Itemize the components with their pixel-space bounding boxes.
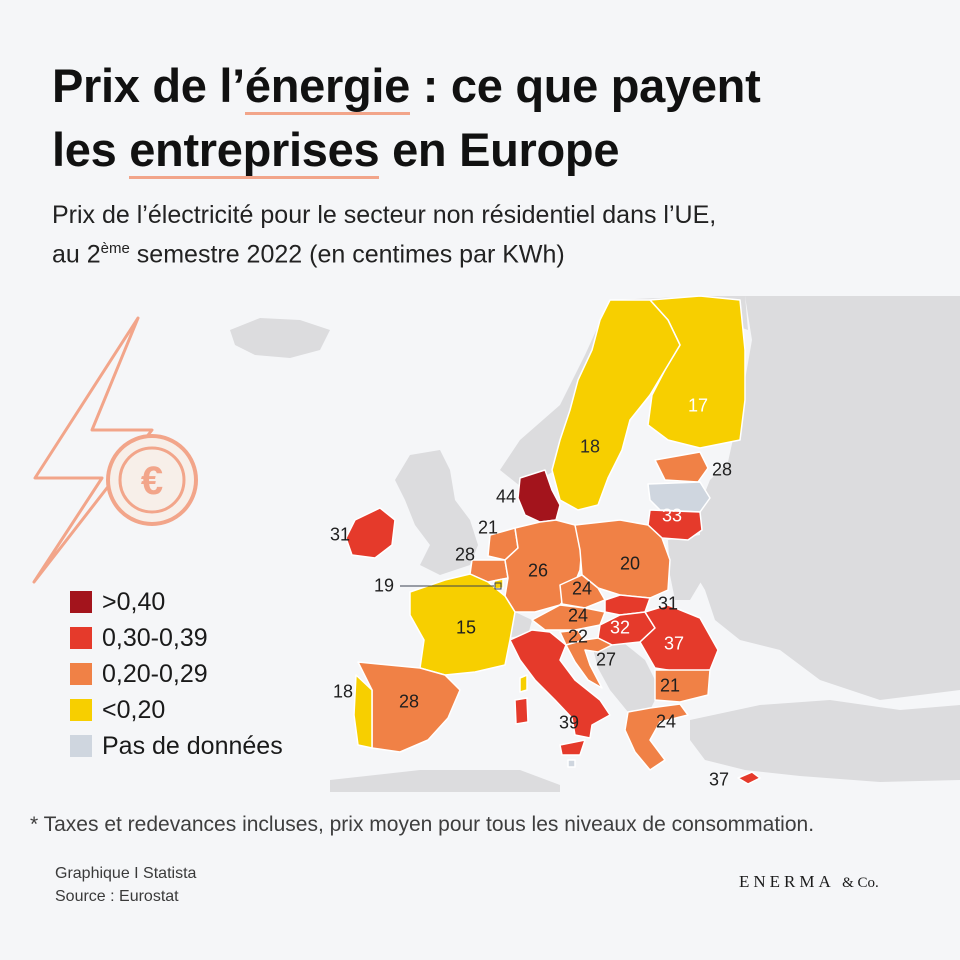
label-poland: 20 [619,553,641,574]
label-estonia: 28 [711,459,733,480]
label-spain: 28 [398,691,420,712]
legend-item: 0,30-0,39 [70,620,283,656]
legend-item: Pas de données [70,728,283,764]
legend-swatch [70,591,92,613]
title-highlight-energie: énergie [244,59,410,115]
page-subtitle: Prix de l’électricité pour le secteur no… [52,201,717,269]
label-czechia: 24 [571,578,593,599]
label-slovakia: 31 [657,593,679,614]
luxembourg-marker [494,582,502,590]
label-slovenia: 22 [567,626,589,647]
credit: Graphique I Statista Source : Eurostat [55,862,196,908]
country-italy [509,629,611,739]
country-france-corsica [519,674,528,693]
label-hungary: 32 [609,617,631,638]
label-cyprus: 37 [708,769,730,790]
country-malta [567,759,576,768]
legend-swatch [70,699,92,721]
country-france [409,573,516,676]
legend-label: <0,20 [102,695,166,724]
country-ireland [345,507,396,559]
label-finland: 17 [687,395,709,416]
title-highlight-entreprises: entreprises [129,123,380,179]
legend-item: 0,20-0,29 [70,656,283,692]
label-romania: 37 [663,633,685,654]
label-greece: 24 [655,711,677,732]
label-lithuania: 33 [661,505,683,526]
label-austria: 24 [567,605,589,626]
label-sweden: 18 [579,436,601,457]
legend-label: Pas de données [102,731,283,760]
country-italy-sardinia [514,697,529,725]
legend-label: 0,20-0,29 [102,659,208,688]
legend-label: >0,40 [102,587,166,616]
label-bulgaria: 21 [659,675,681,696]
label-denmark: 44 [495,486,517,507]
country-italy-sicily [559,739,586,756]
label-croatia: 27 [595,649,617,670]
legend-swatch [70,663,92,685]
page-title: Prix de l’énergie : ce que payent les en… [52,54,932,182]
svg-text:€: € [141,459,163,503]
brand-logo: ENERMA & Co. [739,872,879,892]
europe-map: € 17 18 28 33 44 31 21 28 19 26 20 24 31… [0,292,960,792]
country-cyprus [737,771,761,785]
legend-item: >0,40 [70,584,283,620]
country-croatia [565,637,613,689]
label-belgium: 28 [454,544,476,565]
country-sweden [551,299,681,511]
country-estonia [654,451,709,483]
country-austria [531,604,606,631]
label-portugal: 18 [332,681,354,702]
lightning-euro-icon: € [32,316,198,584]
brand-suffix: & Co. [842,875,879,891]
country-portugal [353,674,373,749]
label-luxembourg: 19 [373,575,395,596]
label-netherlands: 21 [477,517,499,538]
label-france: 15 [455,617,477,638]
non-eu-land [230,296,960,792]
credit-graphic: Graphique I Statista [55,865,197,882]
legend-item: <0,20 [70,692,283,728]
footnote: * Taxes et redevances incluses, prix moy… [30,813,815,836]
legend-swatch [70,735,92,757]
map-legend: >0,40 0,30-0,39 0,20-0,29 <0,20 Pas de d… [70,584,283,764]
country-poland [574,519,671,599]
label-italy: 39 [558,712,580,733]
country-greece [624,703,689,771]
legend-label: 0,30-0,39 [102,623,208,652]
legend-swatch [70,627,92,649]
country-bulgaria [654,669,711,703]
credit-source: Source : Eurostat [55,888,179,905]
brand-name: ENERMA [739,872,834,891]
label-germany: 26 [527,560,549,581]
label-ireland: 31 [329,524,351,545]
